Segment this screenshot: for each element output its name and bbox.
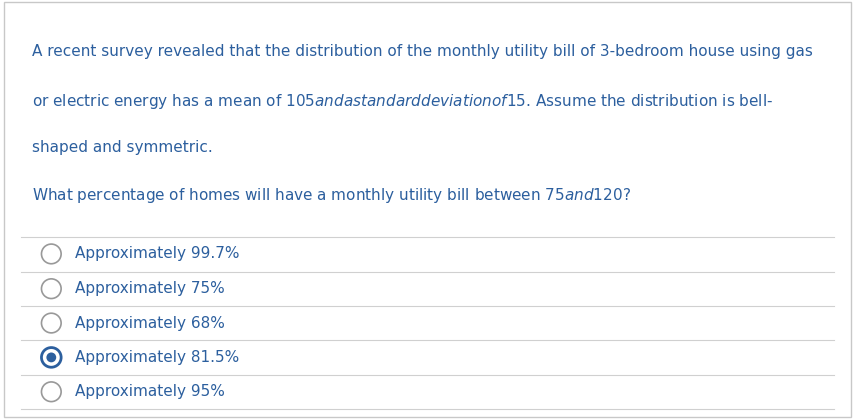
Text: Approximately 95%: Approximately 95% [75,384,225,399]
Ellipse shape [46,352,56,362]
Ellipse shape [41,313,62,333]
Ellipse shape [41,279,62,298]
Text: or electric energy has a mean of $105 and a standard deviation of $15. Assume th: or electric energy has a mean of $105 an… [32,92,774,111]
Text: Approximately 68%: Approximately 68% [75,316,225,331]
Ellipse shape [41,244,62,264]
Text: Approximately 81.5%: Approximately 81.5% [75,350,239,365]
Text: What percentage of homes will have a monthly utility bill between $75 and $120?: What percentage of homes will have a mon… [32,186,632,205]
Text: Approximately 75%: Approximately 75% [75,281,225,296]
Text: A recent survey revealed that the distribution of the monthly utility bill of 3-: A recent survey revealed that the distri… [32,44,813,59]
Ellipse shape [41,382,62,401]
Text: shaped and symmetric.: shaped and symmetric. [32,140,213,155]
Ellipse shape [41,348,62,367]
Text: Approximately 99.7%: Approximately 99.7% [75,246,239,261]
